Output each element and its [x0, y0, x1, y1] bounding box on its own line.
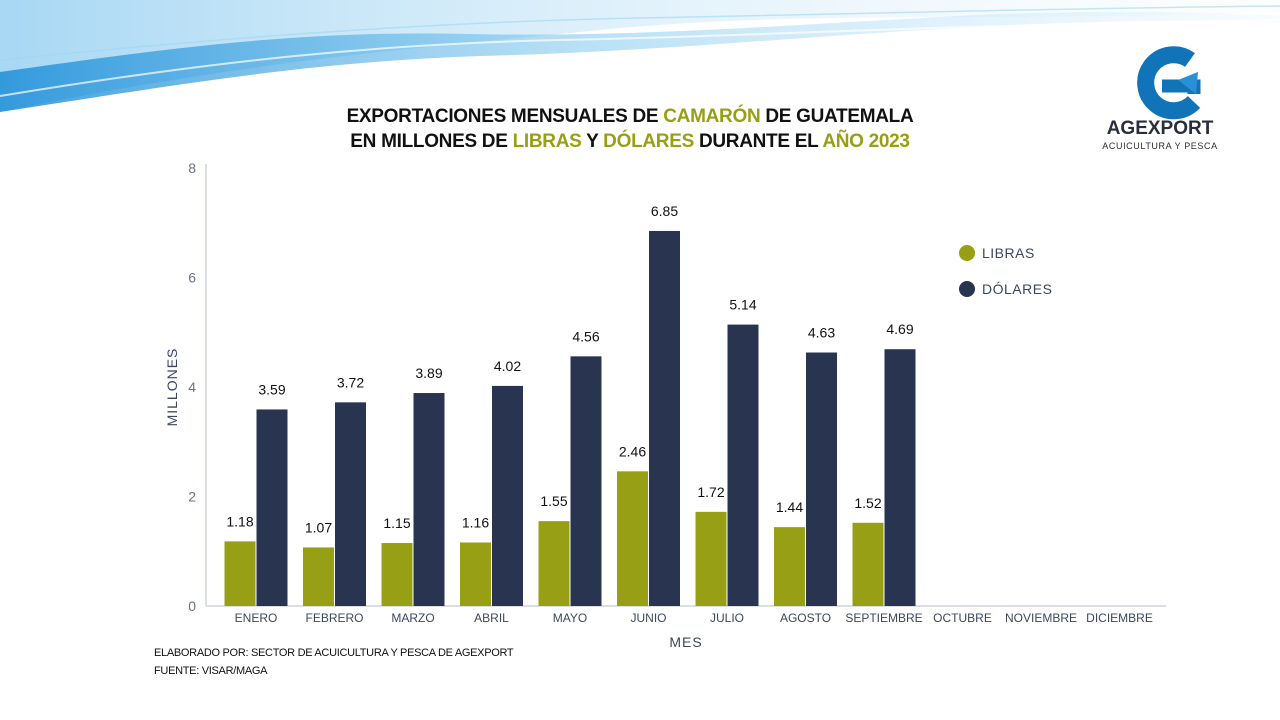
bar-dolares — [335, 402, 366, 606]
title-segment: AÑO 2023 — [822, 131, 910, 152]
data-label: 1.52 — [854, 495, 881, 511]
bar-dolares — [649, 230, 680, 606]
bar-dolares — [806, 352, 837, 606]
data-label: 3.89 — [415, 365, 442, 381]
bar-libras — [538, 521, 570, 606]
bar-libras — [381, 543, 413, 606]
x-tick-label: MAYO — [553, 611, 587, 625]
y-tick-label: 0 — [188, 598, 196, 614]
x-tick-label: OCTUBRE — [933, 611, 992, 625]
x-tick-label: FEBRERO — [305, 611, 363, 625]
chart-title-line-1: EXPORTACIONES MENSUALES DE CAMARÓN DE GU… — [230, 106, 1030, 128]
legend-marker — [959, 245, 975, 261]
x-tick-label: ENERO — [235, 611, 278, 625]
x-tick-label: NOVIEMBRE — [1005, 611, 1077, 625]
data-label: 4.02 — [494, 358, 521, 374]
bar-dolares — [413, 393, 445, 606]
bar-libras — [695, 511, 727, 606]
title-segment: CAMARÓN — [663, 106, 761, 127]
agexport-g-logo-icon — [1137, 46, 1201, 120]
data-label: 6.85 — [651, 203, 678, 219]
x-tick-label: MARZO — [391, 611, 434, 625]
legend-label: DÓLARES — [982, 281, 1052, 297]
footer-elaborated-by: ELABORADO POR: SECTOR DE ACUICULTURA Y P… — [154, 647, 514, 659]
data-label: 4.69 — [886, 321, 913, 337]
legend-label: LIBRAS — [982, 245, 1035, 261]
x-tick-label: AGOSTO — [780, 611, 831, 625]
logo-name: AGEXPORT — [1106, 118, 1214, 139]
x-tick-label: SEPTIEMBRE — [845, 611, 922, 625]
x-tick-label: ABRIL — [474, 611, 509, 625]
title-segment: LIBRAS — [512, 131, 582, 152]
title-segment: DURANTE EL — [693, 131, 823, 152]
chart-title-line-2: EN MILLONES DE LIBRAS Y DÓLARES DURANTE … — [230, 131, 1030, 153]
data-label: 3.72 — [337, 374, 364, 390]
title-segment: Y — [581, 131, 604, 152]
title-segment: DÓLARES — [603, 131, 694, 152]
y-tick-label: 4 — [188, 379, 196, 395]
bar-dolares — [492, 385, 523, 606]
data-label: 4.63 — [808, 325, 835, 341]
data-label: 1.18 — [226, 513, 253, 529]
data-label: 1.44 — [776, 499, 803, 515]
footer-source: FUENTE: VISAR/MAGA — [154, 665, 268, 677]
bar-libras — [774, 527, 805, 606]
title-segment: EN MILLONES DE — [350, 131, 513, 152]
data-label: 4.56 — [572, 328, 599, 344]
x-tick-label: JUNIO — [631, 611, 667, 625]
data-label: 2.46 — [619, 443, 646, 459]
data-label: 1.16 — [462, 514, 489, 530]
data-label: 1.07 — [305, 519, 332, 535]
data-label: 1.15 — [383, 515, 410, 531]
bar-libras — [617, 471, 648, 606]
y-tick-label: 6 — [188, 270, 196, 286]
bar-dolares — [256, 409, 288, 606]
legend-marker — [959, 281, 975, 297]
bar-libras — [303, 547, 334, 606]
y-tick-label: 8 — [188, 160, 196, 176]
bar-libras — [852, 522, 884, 606]
title-segment: EXPORTACIONES MENSUALES DE — [346, 106, 664, 127]
data-label: 3.59 — [258, 381, 285, 397]
logo-subtitle: ACUICULTURA Y PESCA — [1102, 141, 1218, 151]
bar-libras — [460, 542, 491, 606]
x-axis-title: MES — [669, 634, 702, 650]
y-tick-label: 2 — [188, 489, 196, 505]
data-label: 1.72 — [697, 484, 724, 500]
bar-dolares — [727, 324, 759, 606]
x-tick-label: DICIEMBRE — [1086, 611, 1153, 625]
decorative-wave-background — [0, 0, 1280, 113]
title-segment: DE GUATEMALA — [760, 106, 914, 127]
bar-dolares — [570, 356, 602, 606]
bar-libras — [224, 541, 256, 606]
x-tick-label: JULIO — [710, 611, 744, 625]
data-label: 1.55 — [540, 493, 567, 509]
y-axis-title: MILLONES — [164, 348, 180, 427]
data-label: 5.14 — [729, 297, 756, 313]
bar-dolares — [884, 349, 916, 606]
